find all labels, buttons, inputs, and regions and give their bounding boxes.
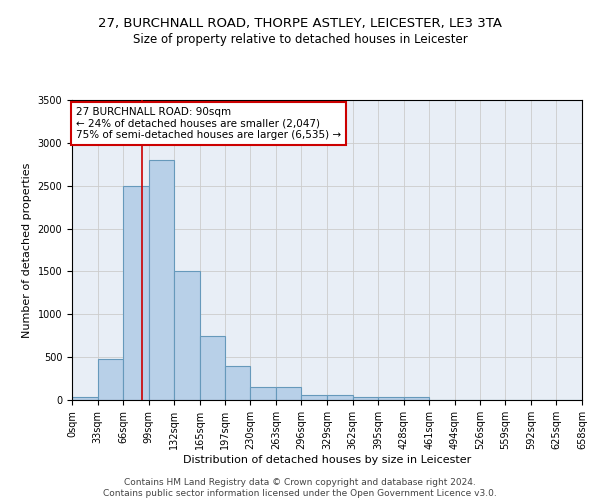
Text: Size of property relative to detached houses in Leicester: Size of property relative to detached ho…: [133, 32, 467, 46]
Bar: [149, 160, 175, 400]
Bar: [250, 387, 276, 400]
Bar: [327, 395, 353, 400]
Bar: [378, 396, 404, 400]
Bar: [404, 398, 430, 400]
Text: 27, BURCHNALL ROAD, THORPE ASTLEY, LEICESTER, LE3 3TA: 27, BURCHNALL ROAD, THORPE ASTLEY, LEICE…: [98, 18, 502, 30]
Bar: [301, 395, 327, 400]
X-axis label: Distribution of detached houses by size in Leicester: Distribution of detached houses by size …: [183, 454, 471, 464]
Bar: [353, 396, 378, 400]
Bar: [98, 359, 123, 400]
Bar: [200, 336, 224, 400]
Y-axis label: Number of detached properties: Number of detached properties: [22, 162, 32, 338]
Bar: [224, 366, 250, 400]
Text: 27 BURCHNALL ROAD: 90sqm
← 24% of detached houses are smaller (2,047)
75% of sem: 27 BURCHNALL ROAD: 90sqm ← 24% of detach…: [76, 107, 341, 140]
Text: Contains HM Land Registry data © Crown copyright and database right 2024.
Contai: Contains HM Land Registry data © Crown c…: [103, 478, 497, 498]
Bar: [72, 398, 98, 400]
Bar: [123, 186, 149, 400]
Bar: [276, 387, 301, 400]
Bar: [175, 272, 200, 400]
